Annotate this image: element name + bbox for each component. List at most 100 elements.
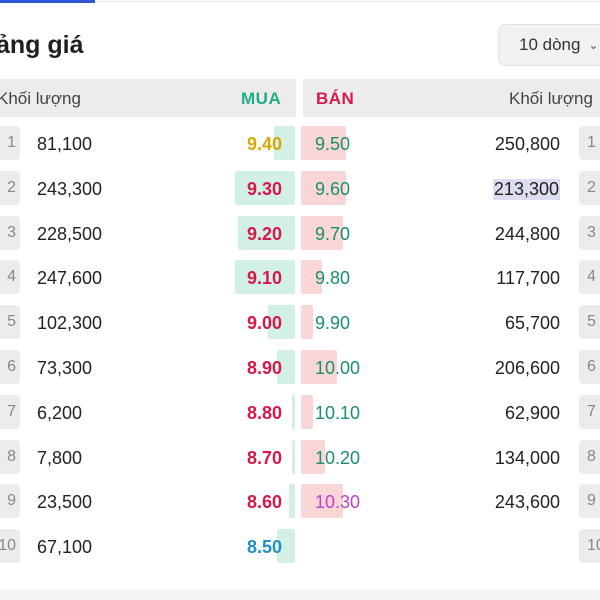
order-row[interactable]: 8 7,800 8.70 10.20 134,000 8 xyxy=(0,436,600,480)
sell-price[interactable]: 9.60 xyxy=(315,178,351,199)
sell-depth-bar xyxy=(301,260,322,295)
buy-price[interactable]: 8.90 xyxy=(246,358,282,378)
buy-price[interactable]: 8.80 xyxy=(246,402,282,423)
sell-price[interactable]: 10.20 xyxy=(315,447,361,468)
sell-level-index: 10 xyxy=(579,529,600,564)
sell-volume: 244,800 xyxy=(494,223,560,244)
buy-volume-header: Khối lượng xyxy=(0,89,81,108)
sell-level-index: 7 xyxy=(579,394,600,429)
sell-depth-bar xyxy=(301,305,313,340)
buy-level-index: 1 xyxy=(0,126,20,160)
sell-volume: 134,000 xyxy=(494,447,560,468)
sell-price[interactable]: 10.30 xyxy=(315,492,361,513)
buy-volume: 7,800 xyxy=(37,447,83,468)
order-row[interactable]: 10 67,100 8.50 10 xyxy=(0,525,600,569)
buy-depth-bar xyxy=(292,394,295,429)
sell-volume: 213,300 xyxy=(492,178,560,200)
buy-price[interactable]: 9.10 xyxy=(246,268,282,289)
buy-volume: 228,500 xyxy=(37,223,103,244)
sell-header: BÁN xyxy=(316,89,355,108)
order-row[interactable]: 7 6,200 8.80 10.10 62,900 7 xyxy=(0,391,600,435)
sell-volume: 250,800 xyxy=(494,134,560,154)
buy-volume: 243,300 xyxy=(37,178,103,199)
order-row[interactable]: 5 102,300 9.00 9.90 65,700 5 xyxy=(0,301,600,345)
sell-level-index: 9 xyxy=(579,484,600,519)
sell-volume: 206,600 xyxy=(494,358,560,378)
sell-depth-bar xyxy=(301,439,325,474)
buy-level-index: 3 xyxy=(0,215,20,250)
sell-volume-header: Khối lượng xyxy=(509,89,593,108)
buy-level-index: 8 xyxy=(0,439,20,474)
sell-depth-bar xyxy=(301,350,337,384)
buy-volume: 81,100 xyxy=(37,134,93,154)
buy-price[interactable]: 9.30 xyxy=(246,178,282,199)
order-row[interactable]: 1 81,100 9.40 9.50 250,800 1 xyxy=(0,122,600,166)
sell-price[interactable]: 9.50 xyxy=(315,134,351,154)
sell-level-index: 3 xyxy=(579,215,600,250)
buy-price[interactable]: 8.70 xyxy=(246,447,282,468)
sell-price[interactable]: 9.90 xyxy=(315,313,351,334)
rows-count-value: 10 dòng xyxy=(519,35,581,54)
order-row[interactable]: 2 243,300 9.30 9.60 213,300 2 xyxy=(0,167,600,211)
rows-count-select[interactable]: 10 dòng ⌄ xyxy=(498,24,600,66)
buy-depth-bar xyxy=(277,529,295,564)
sell-depth-bar xyxy=(301,215,343,250)
sell-depth-bar xyxy=(301,484,343,519)
sell-depth-bar xyxy=(301,126,346,160)
sell-price[interactable]: 10.10 xyxy=(315,402,361,423)
order-row[interactable]: 9 23,500 8.60 10.30 243,600 9 xyxy=(0,480,600,524)
buy-level-index: 6 xyxy=(0,350,20,384)
buy-depth-bar xyxy=(268,305,295,340)
buy-depth-bar xyxy=(235,170,295,205)
buy-header-bar xyxy=(0,79,296,117)
buy-volume: 102,300 xyxy=(37,313,103,334)
buy-price[interactable]: 8.60 xyxy=(246,492,282,513)
buy-header: MUA xyxy=(241,89,282,108)
active-tab-indicator xyxy=(0,0,95,3)
bottom-divider xyxy=(0,590,600,600)
buy-depth-bar xyxy=(274,126,295,160)
buy-volume: 67,100 xyxy=(37,537,93,558)
buy-depth-bar xyxy=(277,350,295,384)
buy-depth-bar xyxy=(235,260,295,295)
order-row[interactable]: 6 73,300 8.90 10.00 206,600 6 xyxy=(0,346,600,390)
sell-volume: 65,700 xyxy=(504,313,560,334)
sell-price[interactable]: 9.80 xyxy=(315,268,351,289)
top-divider xyxy=(95,1,600,2)
sell-depth-bar xyxy=(301,170,346,205)
buy-level-index: 9 xyxy=(0,484,20,519)
sell-level-index: 4 xyxy=(579,260,600,295)
buy-price[interactable]: 9.20 xyxy=(246,223,282,244)
buy-level-index: 4 xyxy=(0,260,20,295)
buy-volume: 247,600 xyxy=(37,268,103,289)
sell-volume: 117,700 xyxy=(496,268,560,289)
sell-level-index: 1 xyxy=(579,126,600,160)
sell-level-index: 5 xyxy=(579,305,600,340)
buy-level-index: 2 xyxy=(0,170,20,205)
order-row[interactable]: 3 228,500 9.20 9.70 244,800 3 xyxy=(0,212,600,256)
buy-volume: 23,500 xyxy=(37,492,93,513)
buy-level-index: 7 xyxy=(0,394,20,429)
chevron-down-icon: ⌄ xyxy=(588,38,599,52)
sell-price[interactable]: 10.00 xyxy=(315,358,361,378)
sell-level-index: 8 xyxy=(579,439,600,474)
order-row[interactable]: 4 247,600 9.10 9.80 117,700 4 xyxy=(0,256,600,300)
buy-volume: 6,200 xyxy=(37,402,83,423)
sell-header-bar xyxy=(303,79,600,117)
buy-price[interactable]: 9.00 xyxy=(246,313,282,334)
buy-price[interactable]: 9.40 xyxy=(246,134,282,154)
buy-depth-bar xyxy=(292,439,295,474)
buy-depth-bar xyxy=(238,215,295,250)
sell-price[interactable]: 9.70 xyxy=(315,223,351,244)
sell-volume: 62,900 xyxy=(504,402,560,423)
buy-price[interactable]: 8.50 xyxy=(246,537,282,558)
buy-depth-bar xyxy=(289,484,295,519)
page-title: ảng giá xyxy=(0,31,84,59)
buy-volume: 73,300 xyxy=(37,358,93,378)
buy-level-index: 5 xyxy=(0,305,20,340)
buy-level-index: 10 xyxy=(0,529,20,564)
sell-volume: 243,600 xyxy=(494,492,560,513)
sell-depth-bar xyxy=(301,394,313,429)
sell-level-index: 2 xyxy=(579,170,600,205)
sell-level-index: 6 xyxy=(579,350,600,384)
